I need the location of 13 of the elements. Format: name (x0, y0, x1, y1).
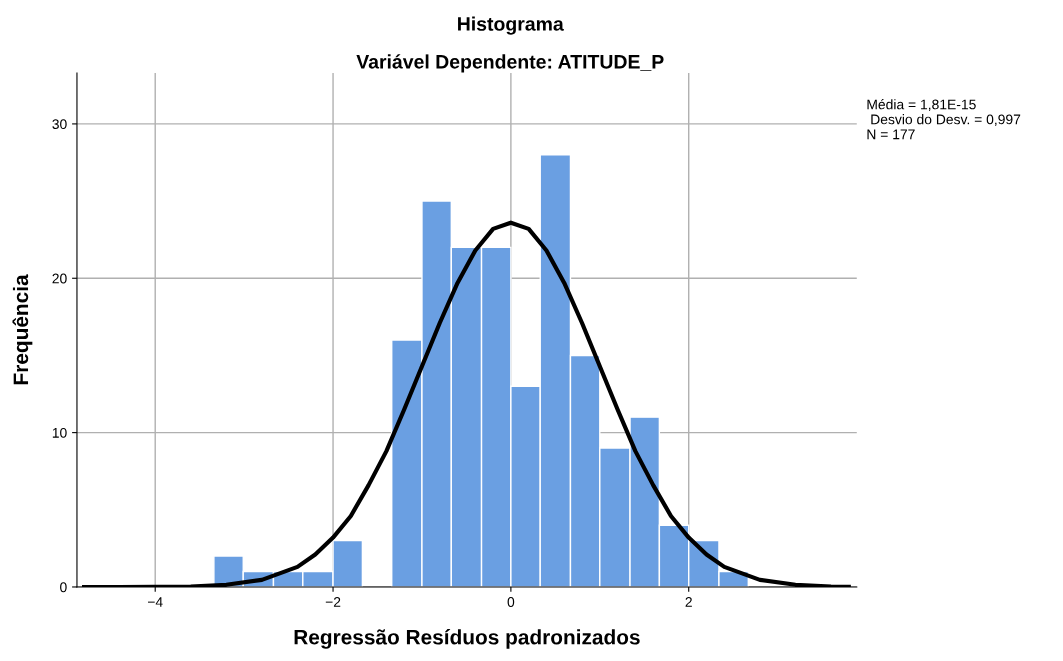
chart-title: Histograma (458, 16, 564, 35)
x-tick-label: −2 (325, 597, 341, 607)
text: Média = 1,81E-15 Desvio do Desv. = 0,997 N = 177 (867, 98, 1021, 140)
x-tick-label: 0 (507, 597, 515, 607)
y-tick-label: 0 (60, 582, 67, 593)
x-tick-label: −4 (147, 597, 163, 607)
y-tick-label: 10 (52, 427, 67, 438)
y-axis-title: Frequência (12, 274, 33, 385)
chart-subtitle: Variável Dependente: ATITUDE_P (356, 54, 664, 73)
y-tick-label: 30 (52, 119, 67, 130)
x-tick-label: 2 (685, 597, 692, 607)
y-tick-label: 20 (52, 273, 67, 284)
x-axis-title: Regressão Resíduos padronizados (294, 629, 640, 649)
